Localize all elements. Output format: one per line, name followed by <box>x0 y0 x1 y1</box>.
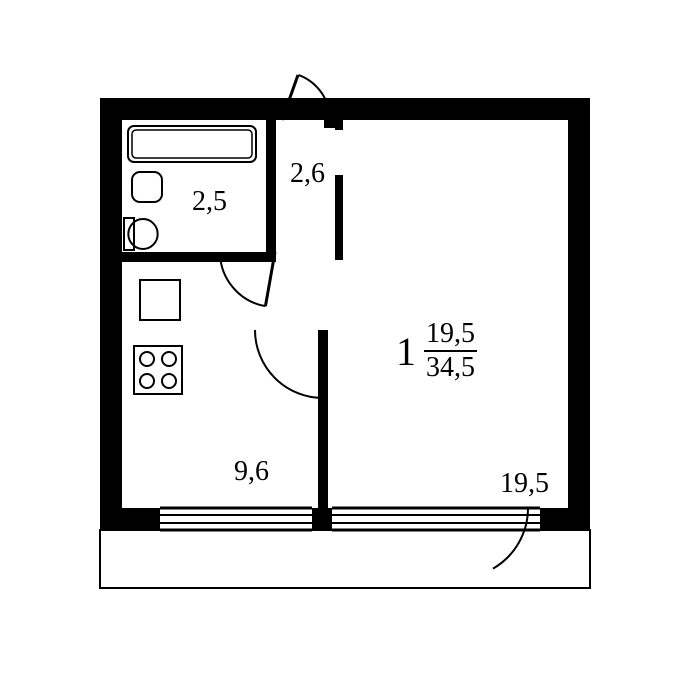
hallway-area-label: 2,6 <box>290 158 325 190</box>
living-total: 19,5 <box>424 320 477 352</box>
kitchen-area-label: 9,6 <box>234 456 269 488</box>
rooms-count: 1 <box>396 328 416 375</box>
living-area-label: 19,5 <box>500 468 549 500</box>
floorplan: 2,5 2,6 9,6 19,5 1 19,5 34,5 <box>0 0 700 700</box>
grand-total: 34,5 <box>426 352 475 382</box>
bathroom-area-label: 2,5 <box>192 186 227 218</box>
summary-fraction: 1 19,5 34,5 <box>396 320 477 382</box>
floorplan-svg <box>0 0 700 700</box>
